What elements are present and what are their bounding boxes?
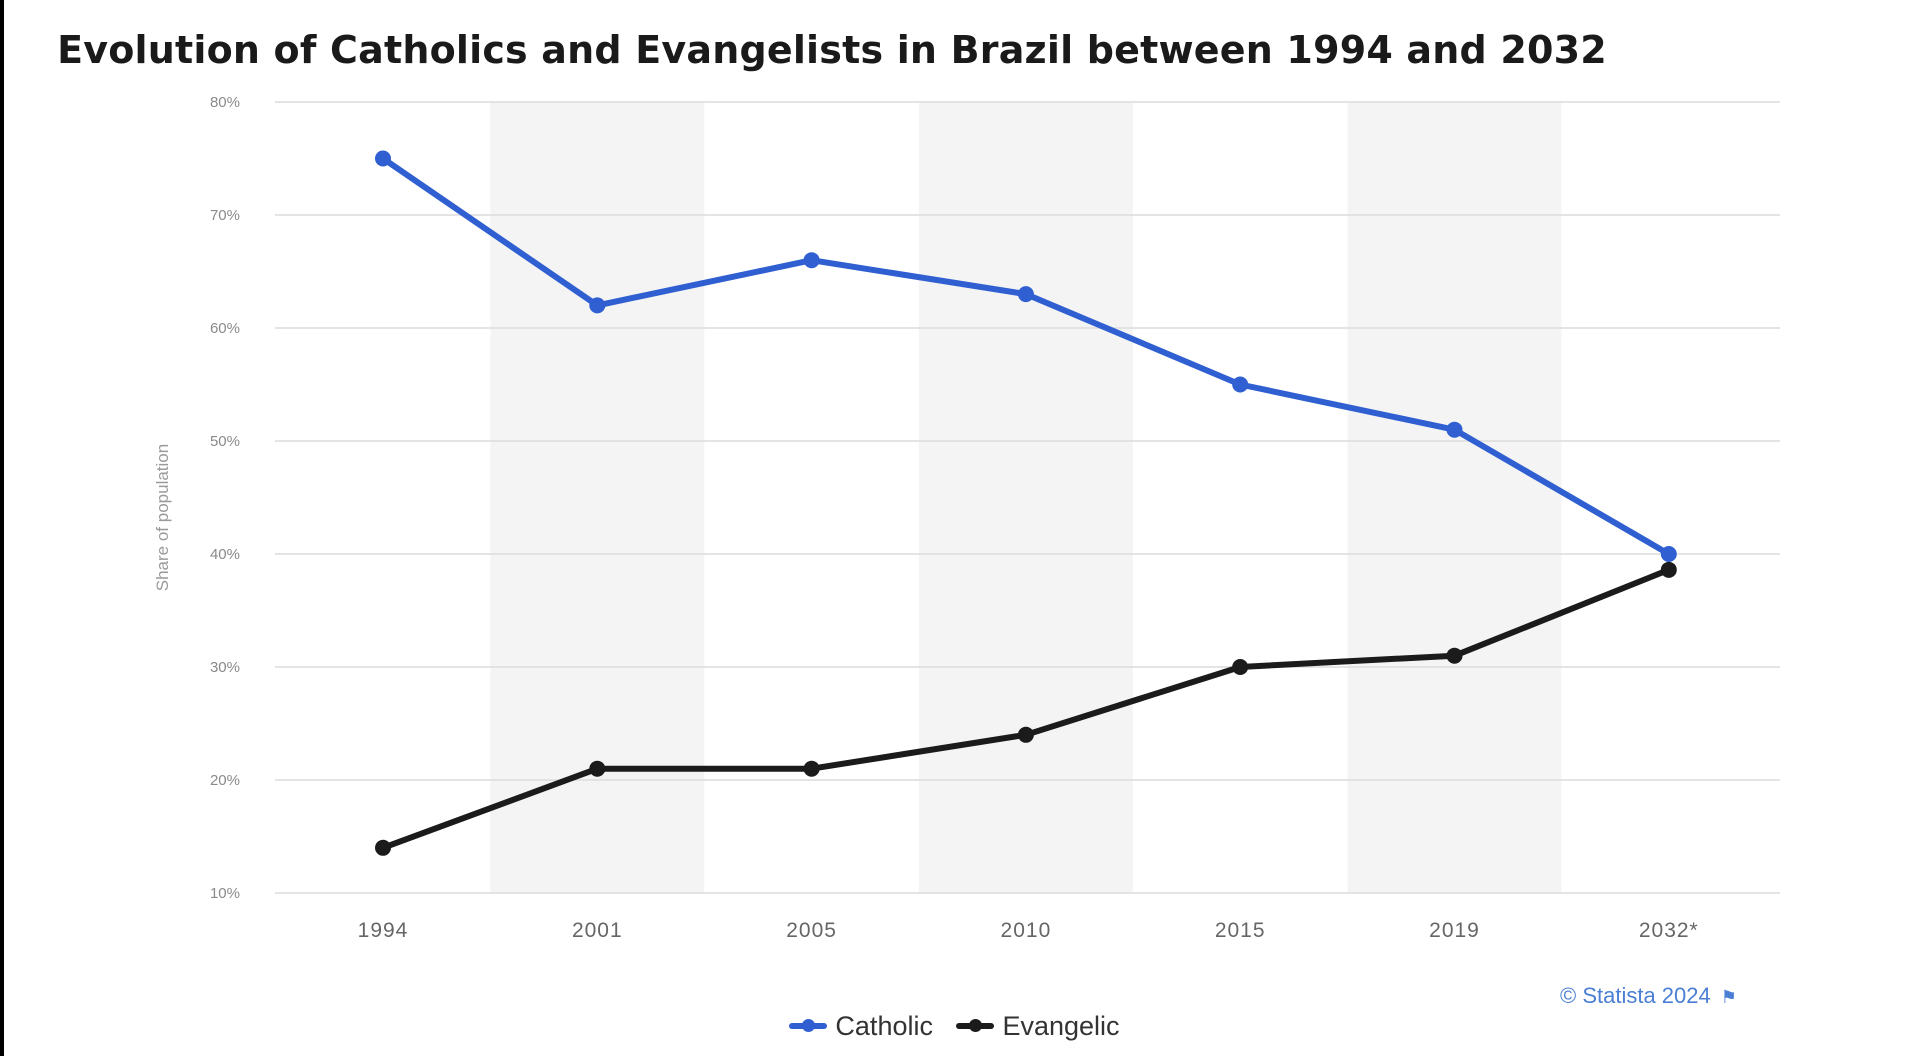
y-tick-label: 70% [210, 207, 240, 224]
data-point-catholic [1017, 286, 1034, 303]
y-tick-label: 50% [210, 433, 240, 450]
x-tick-label: 2010 [1001, 919, 1052, 942]
data-point-evangelic [1446, 647, 1463, 664]
source-credit[interactable]: © Statista 2024 ⚑ [1560, 983, 1737, 1009]
legend-label-catholic: Catholic [835, 1010, 933, 1041]
y-tick-label: 30% [210, 659, 240, 676]
legend-item-catholic[interactable]: Catholic [789, 1011, 933, 1042]
legend-item-evangelic[interactable]: Evangelic [956, 1010, 1120, 1042]
chart-title: Evolution of Catholics and Evangelists i… [57, 28, 1607, 72]
x-tick-label: 1994 [358, 919, 409, 942]
data-point-catholic [1660, 546, 1677, 562]
data-point-catholic [375, 150, 391, 167]
x-tick-label: 2032* [1639, 919, 1699, 942]
legend-swatch-evangelic [956, 1019, 995, 1032]
data-point-evangelic [803, 760, 820, 777]
x-tick-label: 2005 [786, 919, 837, 942]
y-axis-ticks: 80% 70% 60% 50% 40% 30% 20% 10% [210, 94, 240, 902]
series-layer [375, 150, 1677, 856]
data-point-catholic [589, 297, 606, 314]
x-tick-label: 2019 [1429, 919, 1480, 942]
y-tick-label: 60% [210, 320, 240, 337]
data-point-catholic [1232, 376, 1249, 393]
flag-icon: ⚑ [1720, 987, 1737, 1007]
y-tick-label: 40% [210, 546, 240, 563]
background-bands [490, 102, 1562, 893]
credit-text: © Statista 2024 [1560, 983, 1711, 1008]
y-axis-label: Share of population [153, 444, 172, 591]
y-tick-label: 20% [210, 772, 240, 789]
data-point-evangelic [1232, 659, 1249, 675]
data-point-evangelic [589, 760, 606, 777]
y-tick-label: 80% [210, 94, 240, 111]
legend: Catholic Evangelic [0, 1005, 1909, 1042]
data-point-evangelic [375, 839, 391, 856]
legend-swatch-catholic [789, 1019, 828, 1032]
gridlines [275, 101, 1780, 894]
legend-label-evangelic: Evangelic [1002, 1010, 1120, 1041]
data-point-evangelic [1017, 726, 1034, 743]
background-band [918, 102, 1133, 893]
x-tick-label: 2001 [572, 919, 623, 942]
y-tick-label: 10% [210, 885, 240, 902]
data-point-evangelic [1660, 561, 1677, 578]
x-tick-label: 2015 [1215, 919, 1266, 942]
data-point-catholic [803, 252, 820, 269]
background-band [1347, 102, 1562, 893]
data-point-catholic [1446, 421, 1463, 438]
x-axis-ticks: 1994 2001 2005 2010 2015 2019 2032* [358, 919, 1699, 942]
